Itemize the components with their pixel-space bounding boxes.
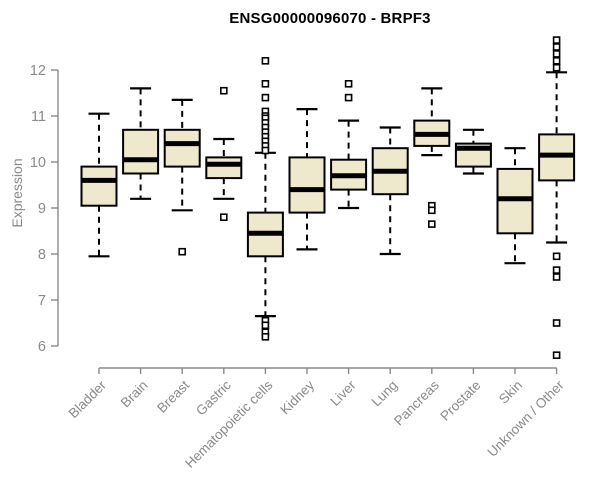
- box-brain: [122, 128, 160, 175]
- y-tick-label: 10: [30, 155, 46, 171]
- x-tick-label-liver: Liver: [327, 377, 359, 409]
- box-gastric: [205, 156, 243, 180]
- y-tick-label: 12: [30, 63, 46, 79]
- outlier-unknown-other: [552, 351, 561, 360]
- box-bladder: [80, 165, 118, 207]
- outlier-unknown-other: [552, 319, 561, 327]
- y-tick-label: 7: [38, 293, 46, 309]
- outlier-unknown-other: [552, 50, 561, 58]
- x-tick-label-prostate: Prostate: [437, 378, 483, 424]
- outlier-gastric: [220, 86, 228, 95]
- x-tick-label-pancreas: Pancreas: [391, 377, 442, 428]
- x-tick-label-bladder: Bladder: [66, 377, 110, 421]
- outlier-hematopoietic-cells: [261, 146, 270, 155]
- x-tick-label-unknown-other: Unknown / Other: [484, 377, 567, 460]
- outlier-hematopoietic-cells: [261, 321, 270, 330]
- outlier-pancreas: [427, 206, 436, 215]
- x-tick-label-gastric: Gastric: [193, 377, 234, 418]
- x-tick-label-lung: Lung: [368, 378, 400, 410]
- box-kidney: [288, 156, 326, 214]
- y-axis-title: Expression: [9, 158, 25, 228]
- chart-title: ENSG00000096070 - BRPF3: [229, 10, 431, 27]
- outlier-unknown-other: [552, 266, 561, 274]
- outlier-gastric: [220, 213, 228, 221]
- outlier-hematopoietic-cells: [261, 332, 270, 341]
- outlier-breast: [178, 247, 186, 256]
- outlier-hematopoietic-cells: [261, 80, 270, 88]
- outlier-unknown-other: [552, 63, 561, 72]
- outlier-unknown-other: [552, 273, 561, 281]
- x-tick-label-breast: Breast: [154, 377, 192, 415]
- y-tick-label: 8: [38, 247, 46, 263]
- outlier-unknown-other: [552, 36, 561, 44]
- outlier-pancreas: [427, 220, 436, 228]
- outlier-unknown-other: [552, 43, 561, 51]
- y-tick-label: 9: [38, 201, 46, 217]
- x-tick-label-skin: Skin: [496, 378, 525, 407]
- y-tick-label: 6: [38, 339, 46, 355]
- y-tick-label: 11: [31, 109, 46, 125]
- x-tick-label-brain: Brain: [118, 378, 151, 411]
- outlier-unknown-other: [552, 252, 561, 261]
- box-breast: [163, 128, 201, 168]
- outlier-liver: [344, 80, 353, 88]
- outlier-hematopoietic-cells: [261, 56, 270, 65]
- x-tick-label-kidney: Kidney: [277, 377, 317, 417]
- outlier-liver: [344, 93, 353, 102]
- outlier-unknown-other: [552, 56, 561, 65]
- outlier-hematopoietic-cells: [261, 93, 270, 102]
